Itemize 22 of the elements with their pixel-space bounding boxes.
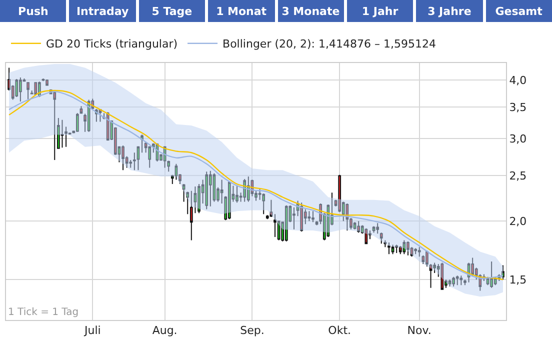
text: Gesamt [486,0,552,22]
text: Intraday [69,0,136,22]
annotation: 1 Tick = 1 Tag [8,307,79,318]
y-tick-label: 3,5 [509,101,527,114]
x-tick-label: Juli [83,324,101,338]
y-tick-label: 4,0 [509,74,527,87]
x-tick-label: Nov. [407,324,432,338]
text: 1 Jahr [346,0,414,22]
y-tick-label: 2,5 [509,170,527,183]
x-tick-label: Sep. [240,324,264,338]
legend-label: GD 20 Ticks (triangular) [46,38,178,51]
y-tick-label: 2,0 [509,214,527,228]
text: Push [0,0,66,22]
x-tick-label: Okt. [328,324,352,338]
y-tick-label: 1,5 [509,273,527,286]
x-tick-label: Aug. [152,324,178,338]
y-tick-label: 3,0 [509,132,527,146]
legend-label: Bollinger (20, 2): 1,414876 – 1,595124 [222,38,436,51]
text: 1 Monat [208,0,274,22]
text: 5 Tage [138,0,206,22]
text: 3 Jahre [416,0,483,22]
text: 3 Monate [278,0,344,22]
